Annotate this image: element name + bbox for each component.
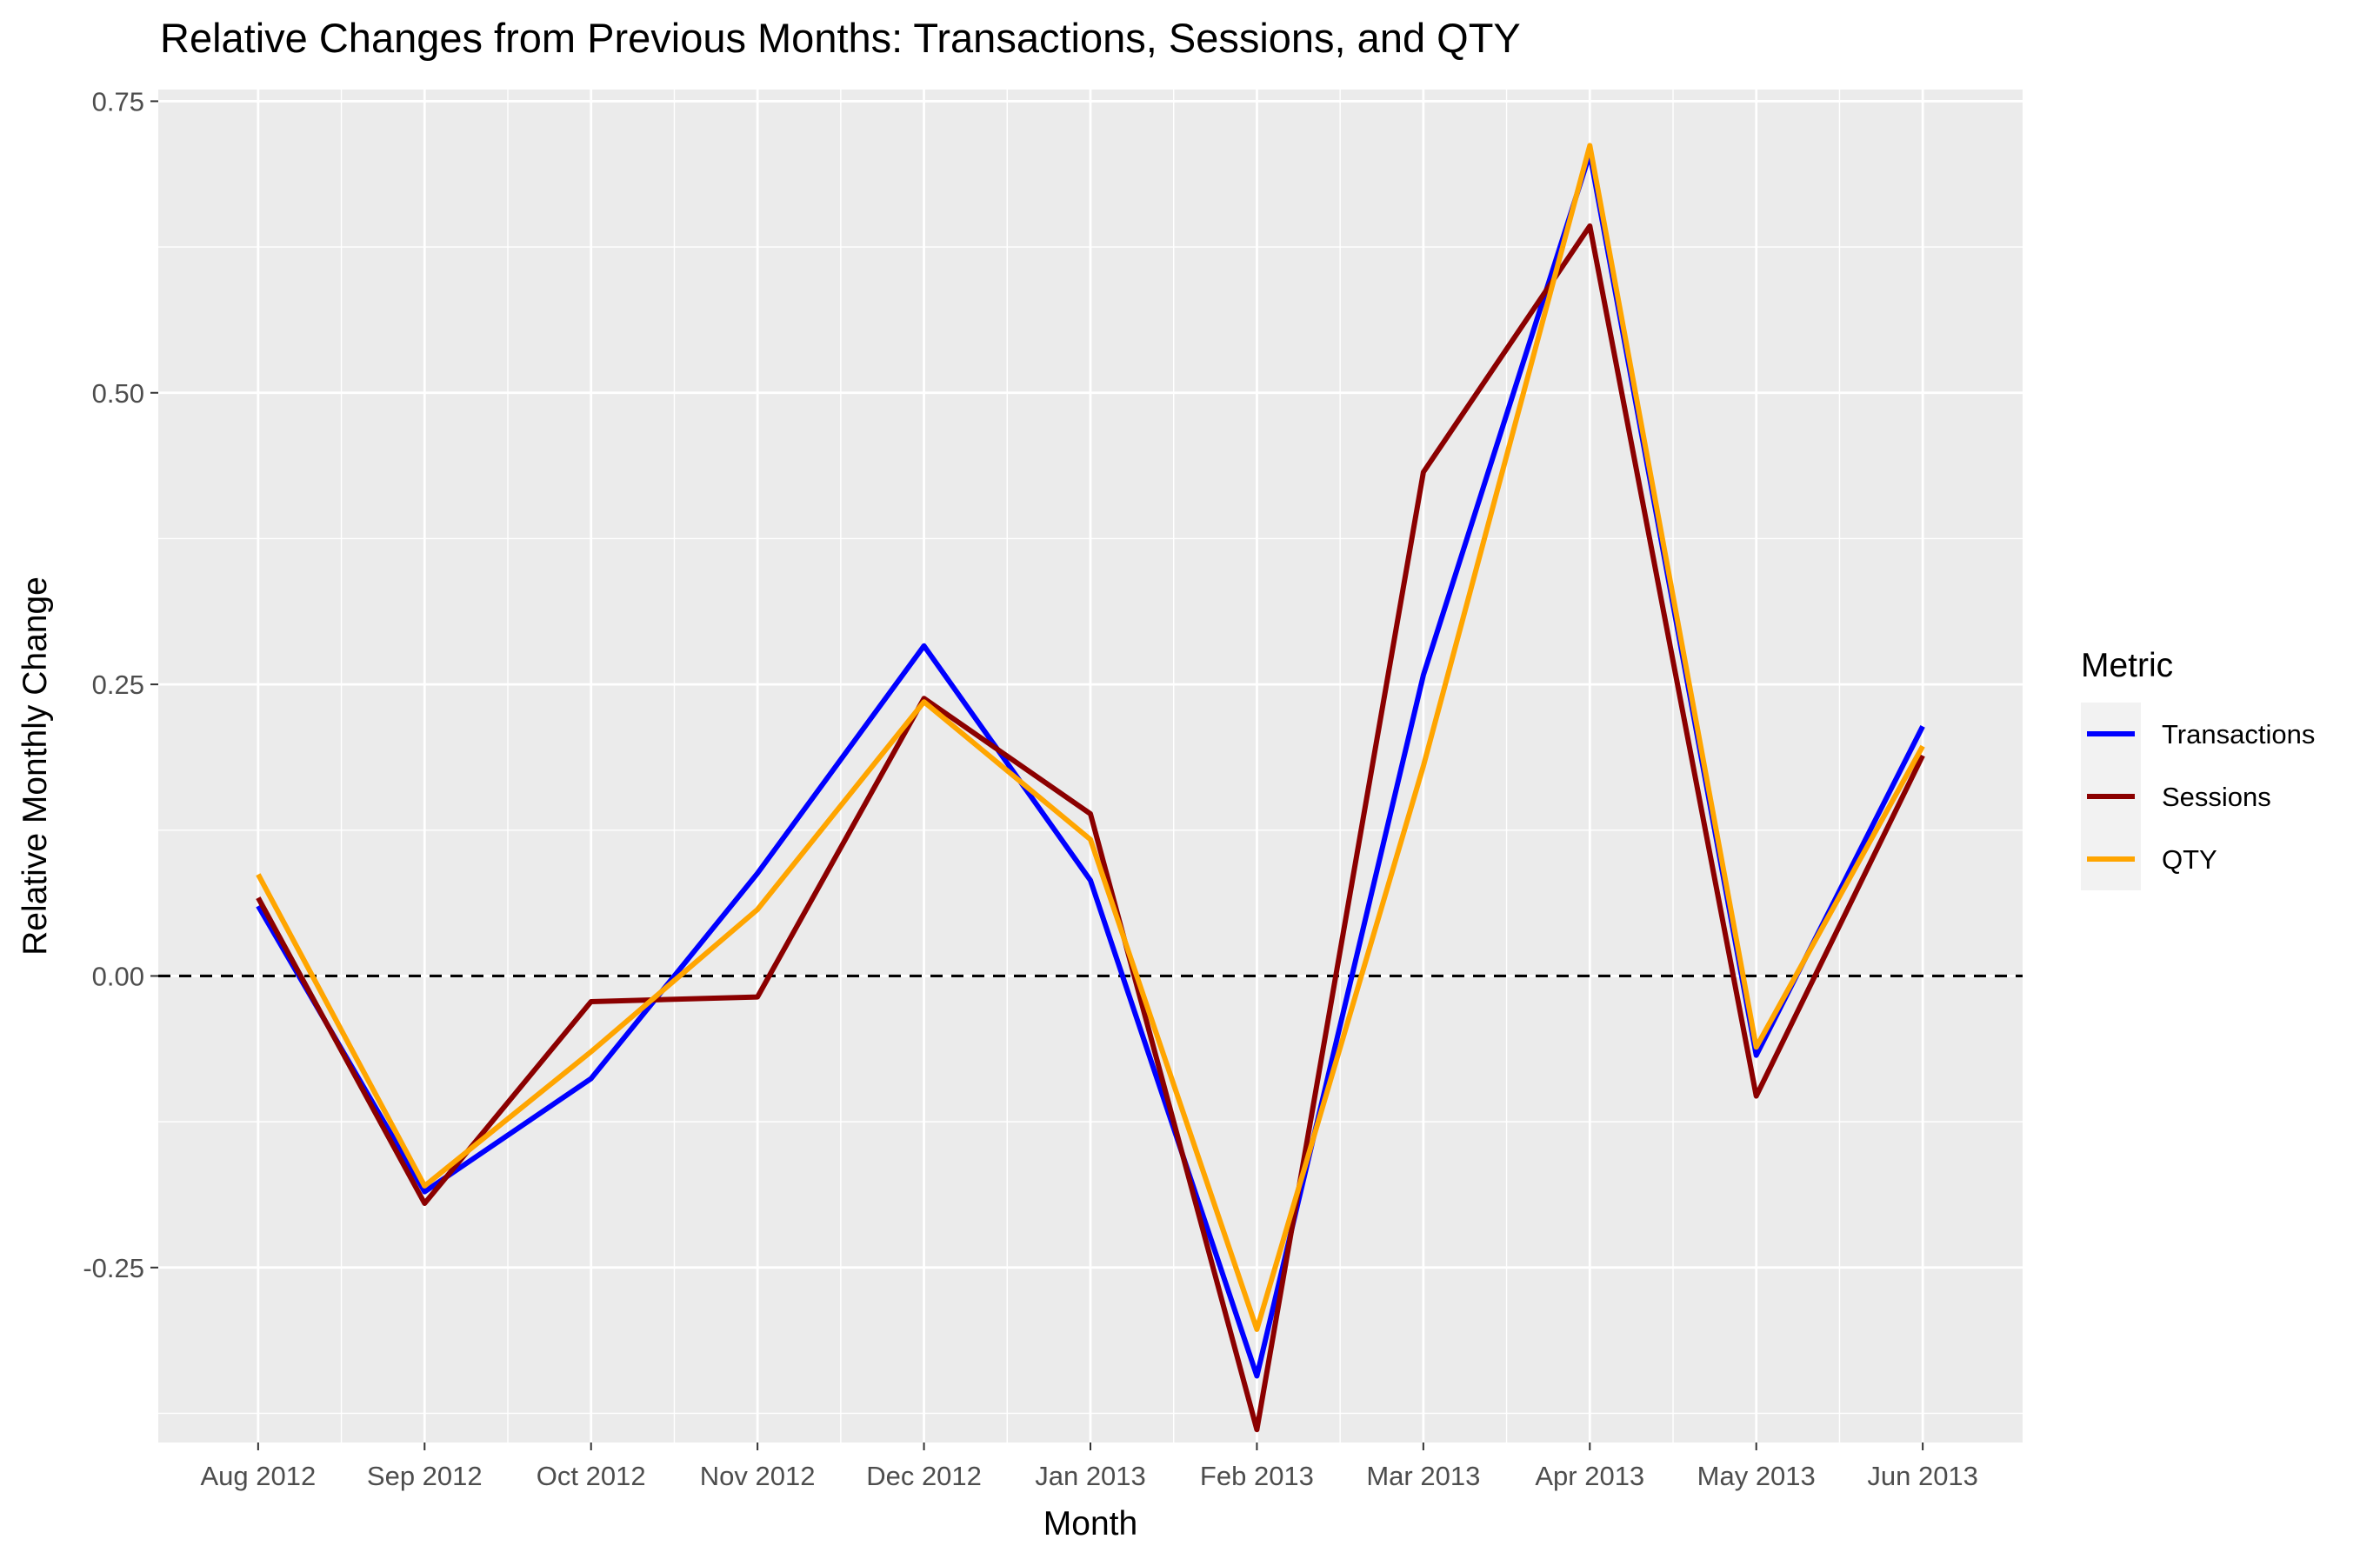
y-tick-label: 0.75 [92, 86, 144, 117]
x-tick-label: Jun 2013 [1867, 1461, 1978, 1491]
x-axis-title: Month [1043, 1505, 1137, 1542]
chart-title: Relative Changes from Previous Months: T… [160, 15, 1521, 61]
series-line-qty [256, 143, 1925, 1332]
y-axis-title: Relative Monthly Change [17, 576, 54, 956]
legend-label: Transactions [2162, 719, 2315, 750]
x-tick-label: Feb 2013 [1200, 1461, 1314, 1491]
y-tick-label: -0.25 [83, 1253, 144, 1283]
y-tick-label: 0.50 [92, 378, 144, 409]
x-tick-label: Aug 2012 [200, 1461, 316, 1491]
x-axis: Aug 2012 Sep 2012 Oct 2012 Nov 2012 Dec 2012… [200, 1442, 1978, 1491]
legend: Metric Transactions Sessions QTY [2081, 647, 2315, 890]
legend-label: QTY [2162, 844, 2217, 875]
x-tick-label: Sep 2012 [367, 1461, 483, 1491]
y-axis: -0.25 0.00 0.25 0.50 0.75 [83, 86, 158, 1283]
x-tick-label: May 2013 [1697, 1461, 1816, 1491]
y-tick-label: 0.25 [92, 670, 144, 700]
y-tick-label: 0.00 [92, 961, 144, 991]
series-line-sessions [256, 223, 1925, 1433]
x-tick-label: Mar 2013 [1366, 1461, 1480, 1491]
x-tick-label: Apr 2013 [1535, 1461, 1644, 1491]
x-tick-label: Jan 2013 [1035, 1461, 1146, 1491]
x-tick-label: Dec 2012 [866, 1461, 982, 1491]
legend-title: Metric [2081, 647, 2173, 684]
x-tick-label: Oct 2012 [537, 1461, 646, 1491]
series-layer [256, 143, 1925, 1433]
x-tick-label: Nov 2012 [700, 1461, 816, 1491]
legend-label: Sessions [2162, 782, 2271, 812]
